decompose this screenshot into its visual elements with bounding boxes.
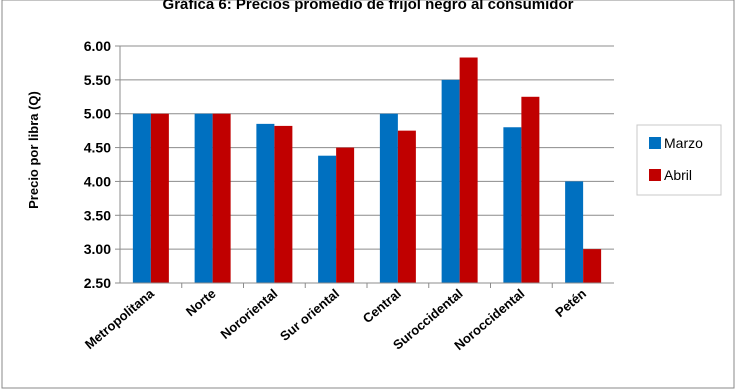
bar-abril-3 bbox=[336, 147, 355, 283]
bar-abril-1 bbox=[212, 113, 231, 283]
bar-marzo-5 bbox=[441, 79, 460, 283]
legend-label-abril: Abril bbox=[664, 167, 692, 183]
y-tick-labels: 2.50 3.00 3.50 4.00 4.50 5.00 5.50 6.00 bbox=[84, 38, 120, 291]
bar-marzo-2 bbox=[256, 123, 275, 283]
bars bbox=[132, 57, 602, 284]
axes bbox=[119, 46, 614, 288]
chart-title: Gráfica 6: Precios promedio de frijol ne… bbox=[163, 0, 574, 13]
y-tick-label: 6.00 bbox=[84, 38, 111, 54]
y-tick-label: 4.00 bbox=[84, 173, 111, 189]
bar-abril-7 bbox=[583, 249, 602, 283]
bar-abril-6 bbox=[521, 96, 540, 284]
legend-swatch-marzo bbox=[649, 137, 661, 149]
bar-abril-2 bbox=[274, 125, 293, 283]
bar-abril-5 bbox=[459, 57, 478, 283]
bar-marzo-6 bbox=[503, 127, 522, 283]
y-tick-label: 5.50 bbox=[84, 72, 111, 88]
y-tick-label: 2.50 bbox=[84, 275, 111, 291]
bar-marzo-1 bbox=[194, 113, 213, 283]
legend: Marzo Abril bbox=[636, 124, 722, 196]
bar-marzo-3 bbox=[318, 155, 337, 283]
legend-box bbox=[636, 124, 722, 196]
y-tick-label: 3.00 bbox=[84, 241, 111, 257]
bar-abril-4 bbox=[397, 130, 416, 283]
bar-marzo-4 bbox=[379, 113, 398, 283]
legend-label-marzo: Marzo bbox=[664, 135, 703, 151]
bar-marzo-0 bbox=[132, 113, 151, 283]
y-tick-label: 4.50 bbox=[84, 140, 111, 156]
y-tick-label: 5.00 bbox=[84, 106, 111, 122]
legend-swatch-abril bbox=[649, 169, 661, 181]
bar-marzo-7 bbox=[565, 181, 584, 283]
y-tick-label: 3.50 bbox=[84, 207, 111, 223]
y-axis-label: Precio por libra (Q) bbox=[26, 91, 41, 209]
bar-abril-0 bbox=[150, 113, 169, 283]
